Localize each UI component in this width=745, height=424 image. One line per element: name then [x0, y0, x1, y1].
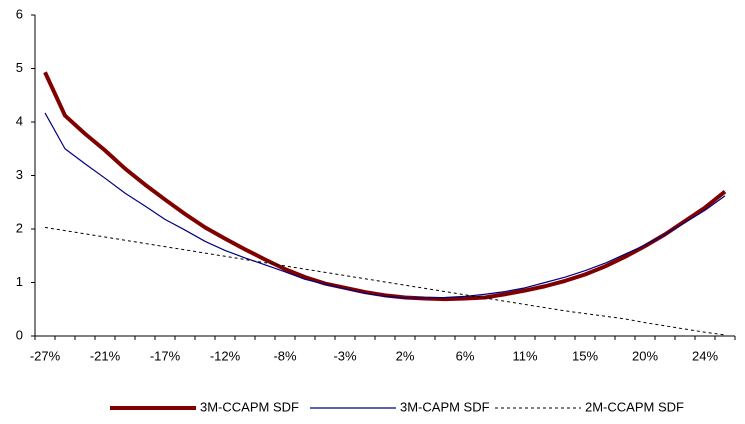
series-line — [44, 112, 726, 299]
x-tick-label: 2% — [396, 348, 415, 363]
y-tick-label: 0 — [16, 327, 23, 342]
x-tick-label: -27% — [30, 348, 61, 363]
legend-label: 3M-CAPM SDF — [400, 399, 490, 414]
y-tick-label: 2 — [16, 220, 23, 235]
x-tick-label: 24% — [692, 348, 718, 363]
x-tick-label: 11% — [512, 348, 537, 363]
series-line — [44, 226, 726, 336]
x-tick-label: -3% — [333, 348, 357, 363]
x-tick-label: -8% — [273, 348, 297, 363]
y-tick-label: 6 — [16, 6, 23, 21]
x-tick-label: 15% — [572, 348, 598, 363]
x-tick-label: -17% — [150, 348, 181, 363]
y-tick-label: 4 — [16, 113, 23, 128]
y-tick-label: 5 — [16, 60, 23, 75]
x-tick-label: 20% — [632, 348, 658, 363]
y-tick-label: 3 — [16, 167, 23, 182]
legend-label: 2M-CCAPM SDF — [585, 399, 684, 414]
x-tick-label: 6% — [456, 348, 475, 363]
x-tick-label: -21% — [90, 348, 121, 363]
legend-label: 3M-CCAPM SDF — [200, 399, 299, 414]
y-tick-label: 1 — [16, 274, 23, 289]
x-tick-label: -12% — [210, 348, 241, 363]
series-line — [43, 71, 727, 302]
